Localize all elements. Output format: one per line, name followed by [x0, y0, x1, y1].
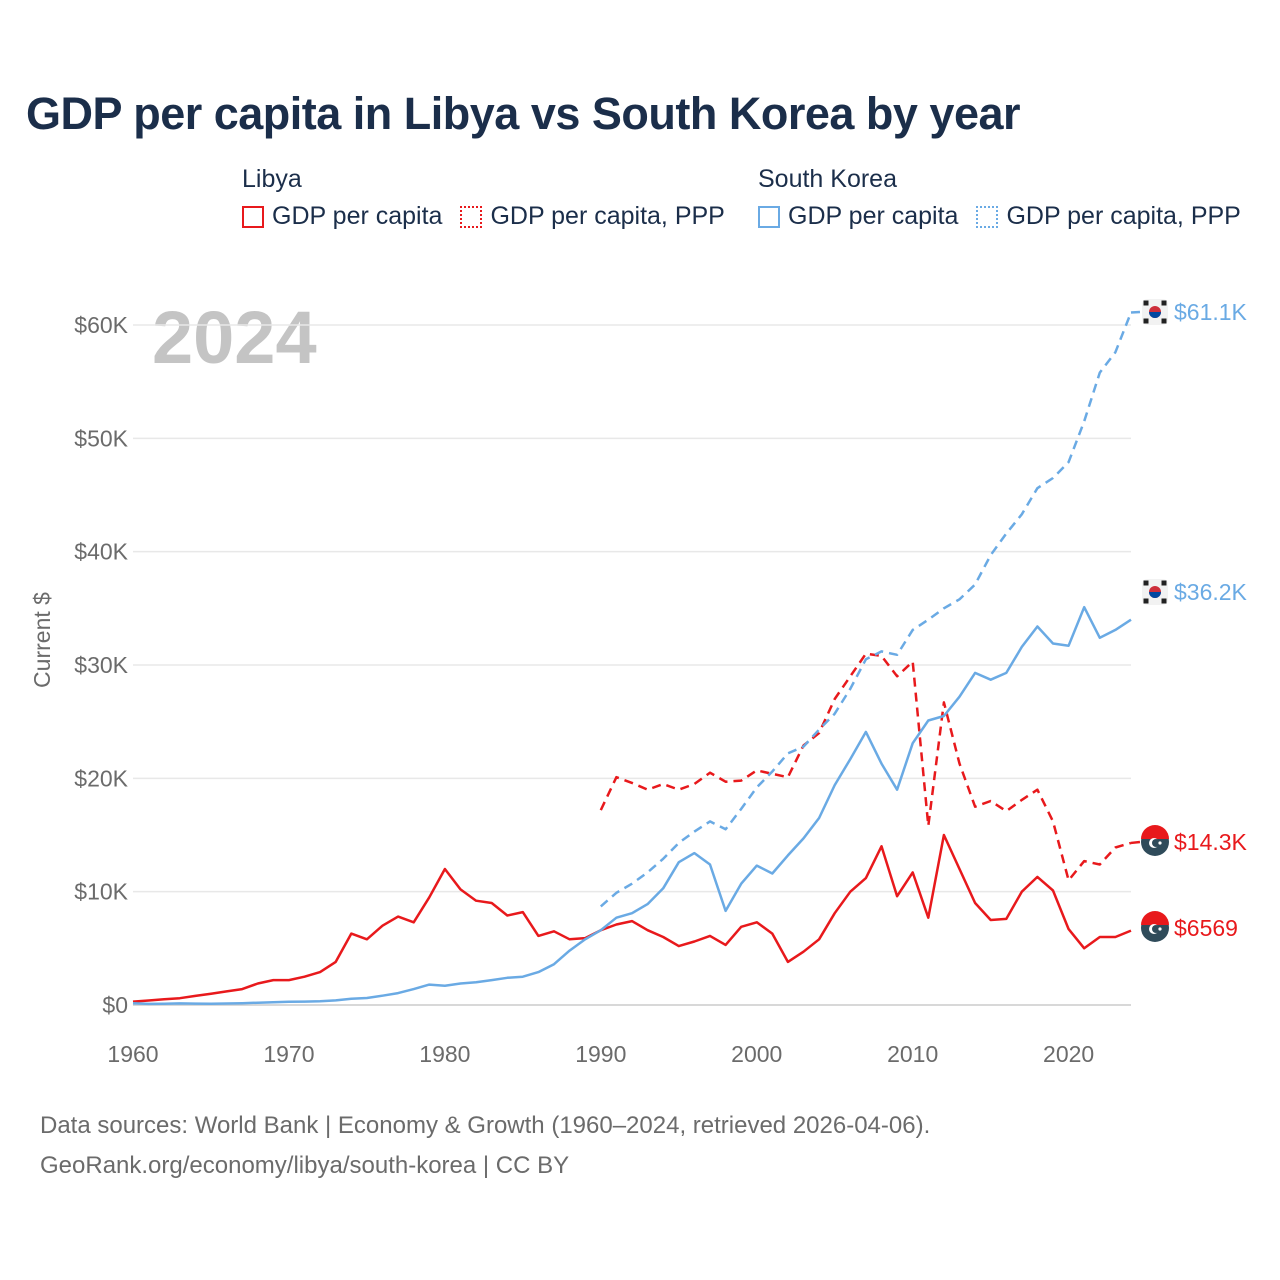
x-tick-label: 2000 — [731, 1041, 782, 1067]
legend-label: GDP per capita — [788, 202, 959, 230]
legend-item-korea-gdp-ppp[interactable]: GDP per capita, PPP — [976, 202, 1241, 231]
series-connector — [1130, 840, 1141, 845]
flag-trigram — [1161, 318, 1167, 324]
flag-trigram — [1161, 300, 1167, 306]
x-tick-label: 1960 — [107, 1041, 158, 1067]
y-tick-label: $10K — [74, 879, 128, 905]
flag-crescent-cut — [1152, 925, 1160, 933]
flag-trigram — [1143, 598, 1149, 604]
x-tick-label: 1990 — [575, 1041, 626, 1067]
y-tick-label: $50K — [74, 425, 128, 451]
legend-swatch-dotted-red — [460, 205, 483, 228]
flag-taegeuk-blue — [1149, 592, 1161, 598]
series-line — [132, 833, 1132, 1003]
x-tick-label: 2010 — [887, 1041, 938, 1067]
y-tick-label: $0 — [102, 992, 128, 1018]
series-end-label: $14.3K — [1174, 829, 1248, 855]
flag-star — [1158, 927, 1162, 931]
series-line — [132, 605, 1132, 1006]
flag-trigram — [1161, 598, 1167, 604]
legend-swatch-dotted-blue — [976, 205, 999, 228]
x-tick-label: 2020 — [1043, 1041, 1094, 1067]
year-watermark: 2024 — [152, 296, 317, 379]
series-line — [599, 312, 1133, 908]
series-end-label: $61.1K — [1174, 299, 1248, 325]
flag-red-band — [1141, 825, 1169, 839]
flag-taegeuk-blue — [1149, 312, 1161, 318]
y-tick-label: $20K — [74, 765, 128, 791]
legend-group-libya: Libya GDP per capita GDP per capita, PPP — [242, 162, 743, 231]
x-tick-label: 1980 — [419, 1041, 470, 1067]
legend-group-name: Libya — [242, 165, 302, 193]
footer: Data sources: World Bank | Economy & Gro… — [40, 1106, 930, 1186]
flag-trigram — [1143, 580, 1149, 586]
series-end-label: $36.2K — [1174, 579, 1248, 605]
series-connector — [1130, 310, 1141, 314]
y-axis-label: Current $ — [29, 592, 55, 688]
flag-trigram — [1161, 580, 1167, 586]
legend-swatch-solid-blue — [758, 205, 780, 228]
footer-link[interactable]: GeoRank.org/economy/libya/south-korea | … — [40, 1152, 570, 1179]
legend-item-korea-gdp[interactable]: GDP per capita — [758, 202, 958, 231]
flag-trigram — [1143, 300, 1149, 306]
legend-label: GDP per capita, PPP — [1006, 202, 1241, 230]
south-korea-flag-icon — [1142, 299, 1168, 325]
flag-star — [1158, 841, 1162, 845]
footer-sources: Data sources: World Bank | Economy & Gro… — [40, 1112, 931, 1139]
libya-flag-icon — [1141, 911, 1169, 942]
y-tick-label: $30K — [74, 652, 128, 678]
y-tick-label: $40K — [74, 539, 128, 565]
legend-group-south-korea: South Korea GDP per capita GDP per capit… — [758, 162, 1259, 231]
series-line — [599, 652, 1132, 882]
legend-label: GDP per capita — [272, 202, 443, 230]
legend-swatch-solid-red — [242, 205, 264, 228]
chart-title: GDP per capita in Libya vs South Korea b… — [26, 88, 1021, 139]
legend-label: GDP per capita, PPP — [490, 202, 725, 230]
x-tick-label: 1970 — [263, 1041, 314, 1067]
series-end-label: $6569 — [1174, 915, 1238, 941]
y-tick-label: $60K — [74, 312, 128, 338]
south-korea-flag-icon — [1142, 579, 1168, 605]
flag-crescent-cut — [1152, 839, 1160, 847]
legend-item-libya-gdp[interactable]: GDP per capita — [242, 202, 442, 231]
legend-item-libya-gdp-ppp[interactable]: GDP per capita, PPP — [460, 202, 725, 231]
flag-trigram — [1143, 318, 1149, 324]
libya-flag-icon — [1141, 825, 1169, 856]
flag-red-band — [1141, 911, 1169, 925]
legend-group-name: South Korea — [758, 165, 897, 193]
